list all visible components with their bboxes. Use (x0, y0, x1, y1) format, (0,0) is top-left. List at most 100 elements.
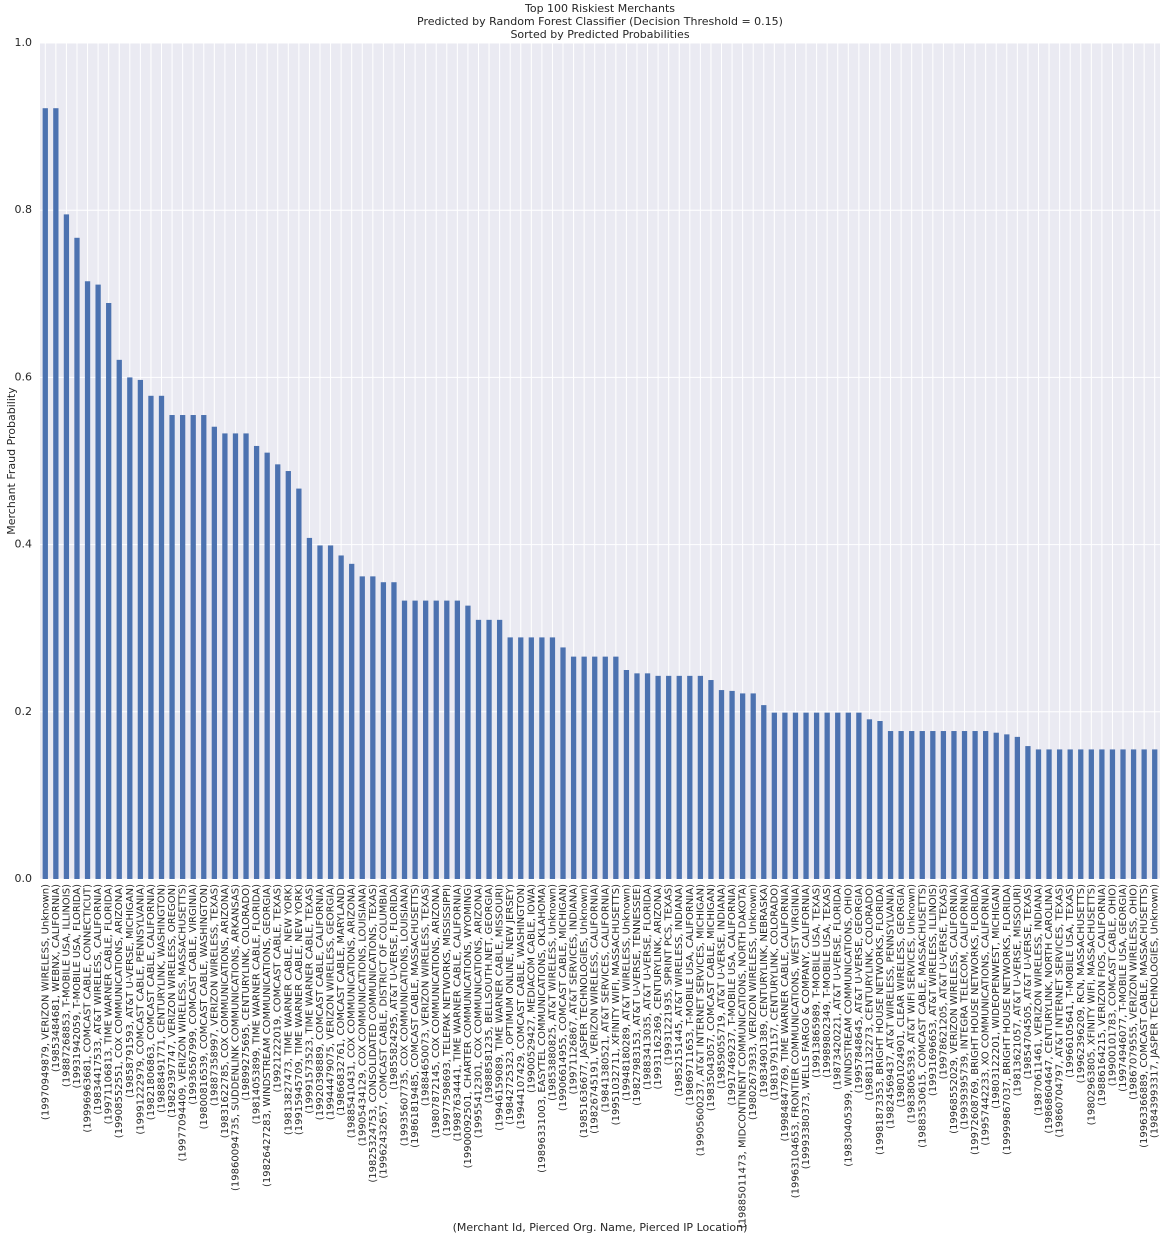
bar (253, 445, 260, 879)
x-tick-label: (19993380373, WELLS FARGO & COMPANY, CAL… (801, 884, 812, 1169)
x-tick-label: (19881132273, CENTURYLINK, COLORADO) (864, 884, 875, 1101)
x-tick-label: (19867079555, VERIZON WIRELESS, OHIO) (1129, 884, 1140, 1100)
x-tick-label: (19886164215, VERIZON FIOS, CALIFORNIA) (1097, 884, 1108, 1106)
bar (1120, 749, 1126, 879)
bar (771, 712, 777, 879)
x-tick-label: (19966105641, T-MOBILE USA, TEXAS) (1065, 884, 1076, 1078)
bar (909, 731, 915, 879)
y-tick-label: 0.4 (15, 538, 33, 551)
bar (549, 637, 556, 879)
bar (169, 415, 175, 879)
y-tick-label: 0.2 (15, 705, 33, 718)
x-tick-label: (19981873353, BRIGHT HOUSE NETWORKS, FLO… (875, 884, 886, 1155)
bar (761, 705, 767, 879)
x-tick-label: (19885011473, MIDCONTINENT COMMUNICATION… (738, 884, 749, 1228)
x-tick-label: (19951032711, XFINITY WIFI, MASSACHUSETT… (611, 884, 622, 1125)
x-tick-label: (19900092501, CHARTER COMMUNICATIONS, WY… (463, 884, 474, 1169)
x-tick-label: (19858791593, AT&T U-VERSE, MICHIGAN) (125, 884, 136, 1098)
x-tick-label: (19834901389, CENTURYLINK, NEBRASKA) (759, 884, 770, 1097)
bar (306, 537, 313, 879)
x-tick-label: (19963366889, COMCAST CABLE, MASSACHUSET… (1139, 884, 1150, 1148)
bar (919, 731, 925, 879)
bar (327, 545, 334, 879)
y-tick-label: 0.6 (15, 370, 33, 383)
x-tick-label: (19866832761, COMCAST CABLE, MARYLAND) (336, 884, 347, 1116)
x-tick-label: (19972608769, BRIGHT HOUSE NETWORKS, FLO… (970, 884, 981, 1155)
x-tick-label: (19873420221, AT&T U-VERSE, FLORIDA) (833, 884, 844, 1090)
x-tick-label: (19869711653, T-MOBILE USA, CALIFORNIA) (685, 884, 696, 1106)
x-tick-label: (19920398889, COMCAST CABLE, CALIFORNIA) (315, 884, 326, 1120)
x-tick-label: (19826745191, VERIZON WIRELESS, CALIFORN… (590, 884, 601, 1134)
bar (845, 712, 851, 879)
bar (264, 452, 270, 879)
x-tick-label: (19852151445, AT&T WIRELESS, INDIANA) (674, 884, 685, 1097)
bar (729, 690, 735, 879)
bar (951, 731, 957, 879)
bar (740, 693, 746, 879)
x-tick-label: (19870611461, VERIZON WIRELESS, INDIANA) (1033, 884, 1044, 1116)
bar (1046, 749, 1052, 879)
x-tick-label: (19955412301, COX COMMUNICATIONS, ARIZON… (473, 884, 484, 1138)
bar (454, 600, 460, 879)
x-tick-label: (19819791157, CENTURYLINK, COLORADO) (769, 884, 780, 1101)
x-tick-label: (19825324753, CONSOLIDATED COMMUNICATION… (368, 884, 379, 1183)
x-tick-label: (19841380521, AT&T SERVICES, CALIFORNIA) (600, 884, 611, 1113)
bar (486, 619, 492, 879)
x-tick-label: (19855824295, AT&T U-VERSE, FLORIDA) (389, 884, 400, 1090)
bar (623, 670, 630, 879)
x-tick-label: (19968552029, VERIZON WIRELESS, CALIFORN… (949, 884, 960, 1134)
x-tick-label: (19963104653, FRONTIER COMMUNICATIONS, W… (790, 884, 801, 1198)
bar (856, 712, 862, 879)
x-tick-label: (19948180289, AT&T WIRELESS, Unknown) (621, 884, 632, 1101)
x-tick-label: (19860094735, SUDDENLINK COMMUNICATIONS,… (230, 884, 241, 1191)
bar (317, 545, 323, 879)
x-tick-label: (19962432657, COMCAST CABLE, DISTRICT OF… (378, 884, 389, 1179)
x-tick-label: (19884650073, VERIZON WIRELESS, TEXAS) (421, 884, 432, 1106)
x-tick-label: (19915945709, TIME WARNER CABLE, NEW YOR… (294, 884, 305, 1135)
x-axis-label: (Merchant Id, Pierced Org. Name, Pierced… (453, 1221, 748, 1234)
bar (42, 108, 48, 879)
bar (718, 690, 725, 879)
y-tick-label: 0.0 (15, 872, 33, 885)
bar (634, 673, 640, 879)
bar (412, 600, 418, 879)
bar (1035, 749, 1042, 879)
bar (898, 731, 904, 879)
bar (338, 555, 344, 879)
x-tick-label: (19989802349, T-MOBILE USA, TEXAS) (822, 884, 833, 1078)
x-tick-label: (19977094409, VERIZON WIRELESS, MASSACHU… (178, 884, 189, 1162)
x-tick-label: (19896331003, EASYTEL COMMUNICATIONS, OK… (537, 884, 548, 1173)
bar (866, 719, 873, 879)
x-tick-label: (19854704505, AT&T U-VERSE, TEXAS) (1023, 884, 1034, 1079)
bar (180, 415, 186, 879)
bar (676, 675, 682, 879)
x-tick-label: (19824569437, AT&T WIRELESS, PENNSYLVANI… (886, 884, 897, 1129)
bar (518, 637, 524, 879)
bar (423, 600, 429, 879)
bar (930, 731, 936, 879)
bar (1152, 749, 1158, 879)
x-tick-label: (19921222019, COMCAST CABLE, TEXAS) (273, 884, 284, 1093)
bar (824, 712, 830, 879)
bar (708, 680, 714, 879)
bar (465, 605, 471, 879)
x-tick-label: (19970949879, VERIZON WIRELESS, Unknown) (40, 884, 51, 1120)
x-tick-label: (19868604647, CENTURYLINK, NORTH CAROLIN… (1044, 884, 1055, 1134)
bar (528, 637, 534, 879)
bar (475, 619, 482, 879)
x-tick-label: (19931162369, CENTURYLINK, ARIZONA) (653, 884, 664, 1090)
bar (940, 731, 947, 879)
chart-subtitle: Sorted by Predicted Probabilities (510, 28, 689, 41)
bar (1056, 749, 1063, 879)
bar (1004, 734, 1010, 879)
x-tick-label: (19838065393, AT&T WIFI SERVICES, Unknow… (907, 884, 918, 1124)
x-tick-label: (19802963805, XFINITY WIFI, MASSACHUSETT… (1086, 884, 1097, 1125)
bar (666, 675, 672, 879)
bar (201, 415, 207, 879)
bar (116, 359, 122, 879)
x-tick-label: (19935607735, COX COMMUNICATIONS, LOUISI… (400, 884, 411, 1146)
y-tick-label: 1.0 (15, 36, 33, 49)
bar (644, 673, 651, 879)
x-tick-label: (19974946077, T-MOBILE USA, GEORGIA) (1118, 884, 1129, 1092)
